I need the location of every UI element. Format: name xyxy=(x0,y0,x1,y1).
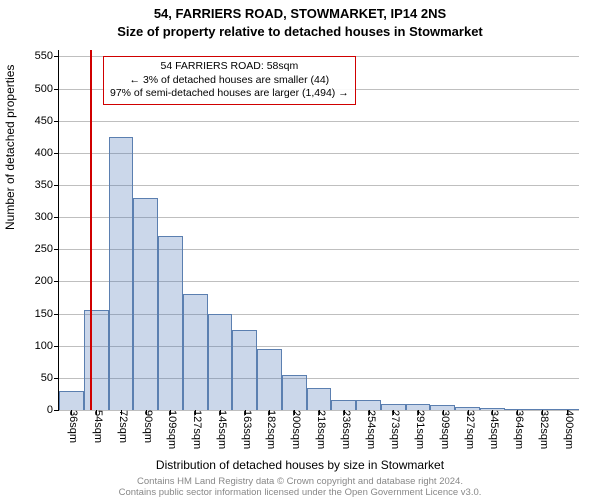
x-tick-label: 327sqm xyxy=(464,410,480,449)
histogram-bar xyxy=(331,400,356,410)
x-axis-label: Distribution of detached houses by size … xyxy=(0,458,600,472)
x-tick-label: 218sqm xyxy=(315,410,331,449)
x-tick-label: 200sqm xyxy=(290,410,306,449)
y-tick-label: 450 xyxy=(35,115,59,127)
x-tick-label: 309sqm xyxy=(439,410,455,449)
x-tick-label: 254sqm xyxy=(365,410,381,449)
y-tick-label: 50 xyxy=(41,372,59,384)
y-tick-label: 550 xyxy=(35,50,59,62)
histogram-bar xyxy=(158,236,183,410)
footer-line-2: Contains public sector information licen… xyxy=(119,487,482,498)
title-secondary: Size of property relative to detached ho… xyxy=(0,24,600,39)
y-tick-label: 150 xyxy=(35,308,59,320)
marker-line xyxy=(90,50,92,410)
histogram-bar xyxy=(59,391,84,410)
x-tick-label: 54sqm xyxy=(92,410,108,443)
x-tick-label: 72sqm xyxy=(117,410,133,443)
histogram-bar xyxy=(257,349,282,410)
histogram-bar xyxy=(109,137,134,410)
x-tick-label: 400sqm xyxy=(563,410,579,449)
x-tick-label: 345sqm xyxy=(488,410,504,449)
x-tick-label: 109sqm xyxy=(166,410,182,449)
histogram-bar xyxy=(208,314,233,410)
histogram-bar xyxy=(133,198,158,410)
grid-line xyxy=(59,153,579,154)
x-tick-label: 236sqm xyxy=(340,410,356,449)
title-primary: 54, FARRIERS ROAD, STOWMARKET, IP14 2NS xyxy=(0,6,600,21)
x-tick-label: 145sqm xyxy=(216,410,232,449)
footer-attribution: Contains HM Land Registry data © Crown c… xyxy=(0,476,600,498)
histogram-bar xyxy=(282,375,307,410)
x-tick-label: 382sqm xyxy=(538,410,554,449)
x-tick-label: 90sqm xyxy=(142,410,158,443)
y-tick-label: 350 xyxy=(35,179,59,191)
y-tick-label: 500 xyxy=(35,83,59,95)
plot-area: 05010015020025030035040045050055036sqm54… xyxy=(58,50,579,411)
x-tick-label: 127sqm xyxy=(191,410,207,449)
annotation-box: 54 FARRIERS ROAD: 58sqm ← 3% of detached… xyxy=(103,56,356,105)
x-tick-label: 163sqm xyxy=(241,410,257,449)
y-tick-label: 400 xyxy=(35,147,59,159)
x-tick-label: 182sqm xyxy=(265,410,281,449)
histogram-bar xyxy=(356,400,381,410)
annotation-line-2: ← 3% of detached houses are smaller (44) xyxy=(110,74,349,88)
histogram-bar xyxy=(307,388,332,411)
y-tick-label: 200 xyxy=(35,275,59,287)
x-tick-label: 291sqm xyxy=(414,410,430,449)
footer-line-1: Contains HM Land Registry data © Crown c… xyxy=(137,476,463,487)
y-tick-label: 250 xyxy=(35,243,59,255)
x-tick-label: 36sqm xyxy=(67,410,83,443)
x-tick-label: 364sqm xyxy=(513,410,529,449)
histogram-bar xyxy=(232,330,257,410)
grid-line xyxy=(59,121,579,122)
y-tick-label: 300 xyxy=(35,211,59,223)
histogram-bar xyxy=(84,310,109,410)
y-tick-label: 0 xyxy=(47,404,59,416)
y-axis-label: Number of detached properties xyxy=(3,65,17,230)
annotation-line-1: 54 FARRIERS ROAD: 58sqm xyxy=(110,60,349,74)
grid-line xyxy=(59,185,579,186)
chart-container: 54, FARRIERS ROAD, STOWMARKET, IP14 2NS … xyxy=(0,0,600,500)
histogram-bar xyxy=(183,294,208,410)
annotation-line-3: 97% of semi-detached houses are larger (… xyxy=(110,87,349,101)
y-tick-label: 100 xyxy=(35,340,59,352)
x-tick-label: 273sqm xyxy=(389,410,405,449)
